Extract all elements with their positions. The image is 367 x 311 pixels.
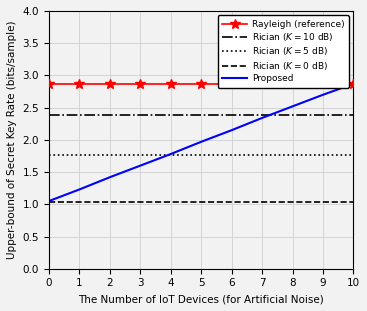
Rayleigh (reference): [168, 82, 173, 86]
Proposed: [321, 93, 325, 97]
Proposed: [77, 188, 81, 191]
Rician ($K = 0$ dB): [77, 201, 81, 204]
Rayleigh (reference): [290, 82, 295, 86]
Rayleigh (reference): [77, 82, 81, 86]
Line: Rayleigh (reference): Rayleigh (reference): [44, 79, 358, 89]
Rician ($K = 5$ dB): [77, 153, 81, 156]
Rayleigh (reference): [260, 82, 264, 86]
Legend: Rayleigh (reference), Rician ($K = 10$ dB), Rician ($K = 5$ dB), Rician ($K = 0$: Rayleigh (reference), Rician ($K = 10$ d…: [218, 16, 349, 87]
Rayleigh (reference): [138, 82, 142, 86]
Rayleigh (reference): [47, 82, 51, 86]
Proposed: [108, 175, 112, 179]
Y-axis label: Upper-bound of Secret Key Rate (bits/sample): Upper-bound of Secret Key Rate (bits/sam…: [7, 21, 17, 259]
Proposed: [351, 82, 356, 86]
Proposed: [168, 152, 173, 156]
Rician ($K = 10$ dB): [77, 114, 81, 117]
Rician ($K = 5$ dB): [47, 153, 51, 156]
Proposed: [290, 104, 295, 108]
Rician ($K = 10$ dB): [47, 114, 51, 117]
Rayleigh (reference): [351, 82, 356, 86]
X-axis label: The Number of IoT Devices (for Artificial Noise): The Number of IoT Devices (for Artificia…: [78, 294, 324, 304]
Proposed: [199, 140, 203, 144]
Proposed: [138, 164, 142, 168]
Proposed: [47, 199, 51, 203]
Rayleigh (reference): [229, 82, 234, 86]
Proposed: [229, 128, 234, 132]
Rician ($K = 0$ dB): [47, 201, 51, 204]
Line: Proposed: Proposed: [49, 84, 353, 201]
Rayleigh (reference): [321, 82, 325, 86]
Proposed: [260, 116, 264, 120]
Rayleigh (reference): [199, 82, 203, 86]
Rayleigh (reference): [108, 82, 112, 86]
